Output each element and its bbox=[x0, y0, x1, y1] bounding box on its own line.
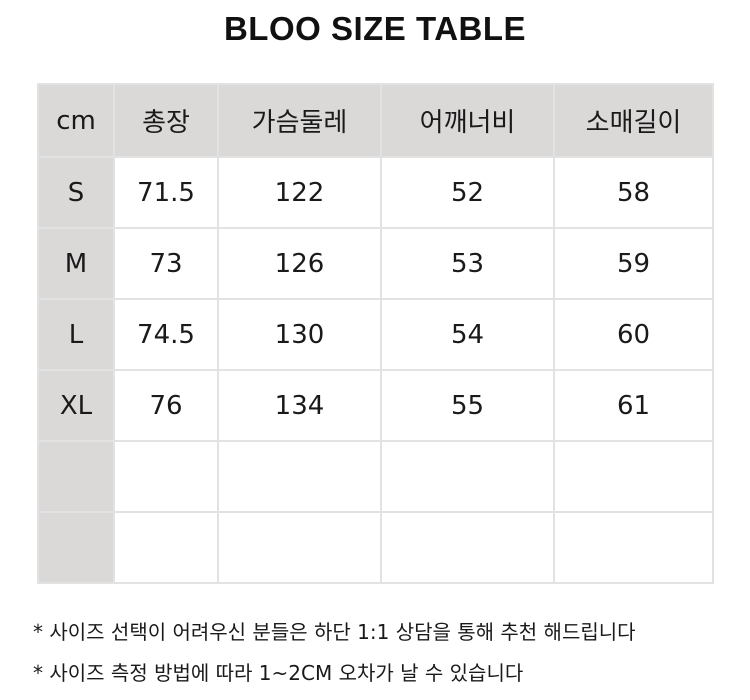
measurement-cell: 76 bbox=[113, 369, 219, 442]
size-label-cell: S bbox=[37, 156, 115, 229]
measurement-cell bbox=[380, 511, 555, 584]
measurement-cell bbox=[217, 440, 382, 513]
page-title: BLOO SIZE TABLE bbox=[223, 10, 527, 47]
size-label-cell bbox=[37, 511, 115, 584]
measurement-cell bbox=[217, 511, 382, 584]
notes: * 사이즈 선택이 어려우신 분들은 하단 1:1 상담을 통해 추천 해드립니… bbox=[33, 612, 636, 694]
note-line: * 사이즈 측정 방법에 따라 1~2CM 오차가 날 수 있습니다 bbox=[33, 661, 524, 685]
size-label-cell bbox=[37, 440, 115, 513]
measurement-cell: 61 bbox=[553, 369, 714, 442]
size-table: cm 총장 가슴둘레 어깨너비 소매길이 S 71.5 122 52 58 M 73 126 5… bbox=[37, 83, 714, 584]
note-line: * 사이즈 선택이 어려우신 분들은 하단 1:1 상담을 통해 추천 해드립니… bbox=[33, 620, 636, 644]
measurement-cell bbox=[553, 440, 714, 513]
measurement-cell: 130 bbox=[217, 298, 382, 371]
table-header-row: cm 총장 가슴둘레 어깨너비 소매길이 bbox=[37, 83, 714, 158]
measurement-cell: 60 bbox=[553, 298, 714, 371]
measurement-cell bbox=[380, 440, 555, 513]
measurement-cell: 134 bbox=[217, 369, 382, 442]
header-cell: cm bbox=[37, 83, 115, 158]
table-row bbox=[37, 440, 714, 513]
measurement-cell: 74.5 bbox=[113, 298, 219, 371]
header-cell: 가슴둘레 bbox=[217, 83, 382, 158]
table-row bbox=[37, 511, 714, 584]
measurement-cell: 58 bbox=[553, 156, 714, 229]
measurement-cell: 73 bbox=[113, 227, 219, 300]
table-row: XL 76 134 55 61 bbox=[37, 369, 714, 442]
measurement-cell: 71.5 bbox=[113, 156, 219, 229]
size-label-cell: M bbox=[37, 227, 115, 300]
header-cell: 총장 bbox=[113, 83, 219, 158]
measurement-cell: 52 bbox=[380, 156, 555, 229]
size-label-cell: L bbox=[37, 298, 115, 371]
measurement-cell bbox=[113, 440, 219, 513]
measurement-cell bbox=[553, 511, 714, 584]
table-row: M 73 126 53 59 bbox=[37, 227, 714, 300]
measurement-cell bbox=[113, 511, 219, 584]
measurement-cell: 55 bbox=[380, 369, 555, 442]
table-row: S 71.5 122 52 58 bbox=[37, 156, 714, 229]
measurement-cell: 54 bbox=[380, 298, 555, 371]
header-cell: 소매길이 bbox=[553, 83, 714, 158]
measurement-cell: 122 bbox=[217, 156, 382, 229]
measurement-cell: 59 bbox=[553, 227, 714, 300]
table-row: L 74.5 130 54 60 bbox=[37, 298, 714, 371]
size-label-cell: XL bbox=[37, 369, 115, 442]
measurement-cell: 126 bbox=[217, 227, 382, 300]
measurement-cell: 53 bbox=[380, 227, 555, 300]
header-cell: 어깨너비 bbox=[380, 83, 555, 158]
